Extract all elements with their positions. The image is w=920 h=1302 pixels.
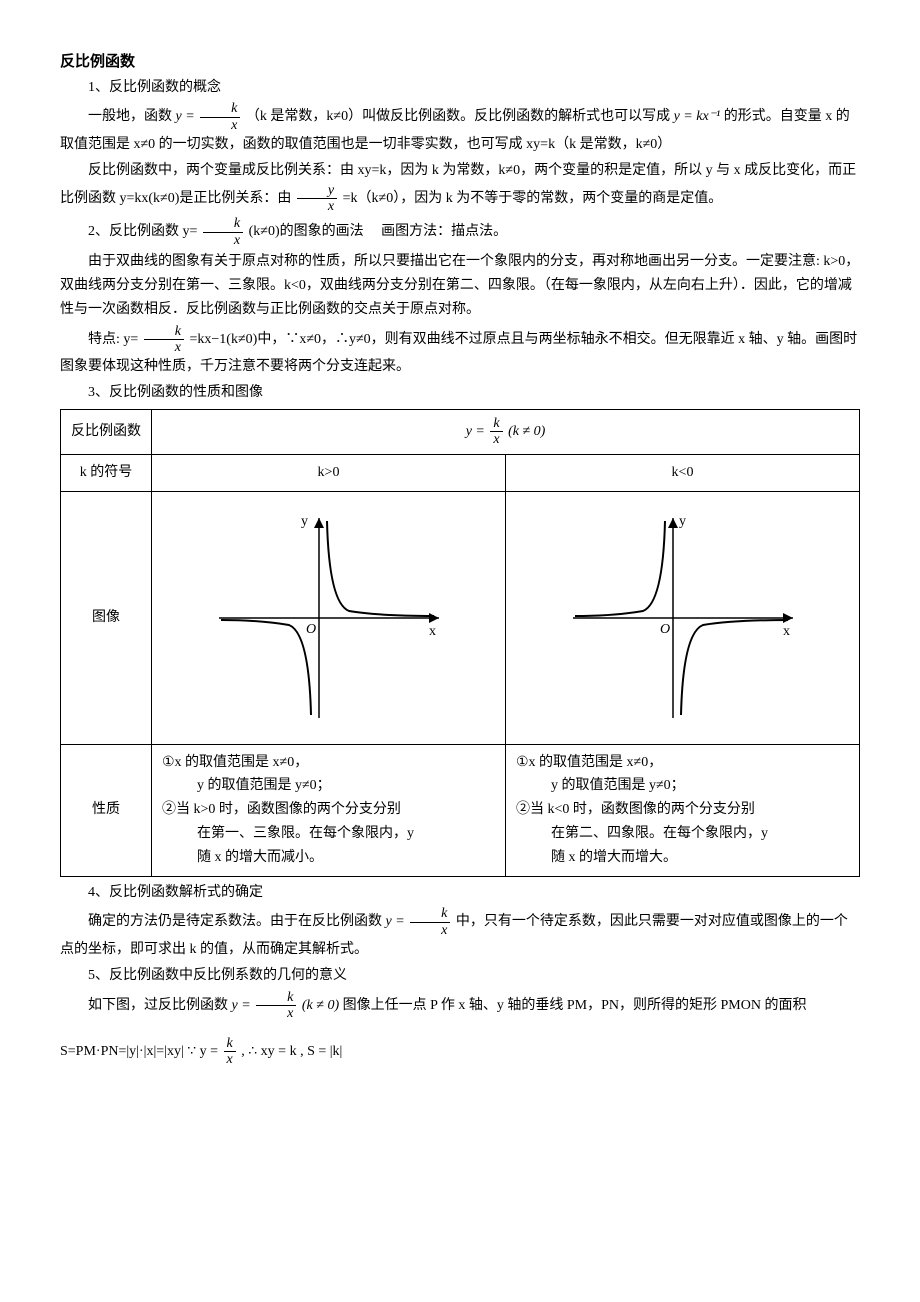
cell-kneg: k<0 <box>506 454 860 491</box>
s1-p1b: （k 是常数，k≠0）叫做反比例函数。反比例函数的解析式也可以写成 <box>246 109 674 124</box>
fraction-k-over-x: kx <box>224 1036 236 1068</box>
math-y-eq: y = <box>466 424 485 439</box>
s1-p1a: 一般地，函数 <box>88 109 176 124</box>
table-row-sign: k 的符号 k>0 k<0 <box>61 454 860 491</box>
math-y-eq: y = <box>232 998 251 1013</box>
frac-den: x <box>297 199 337 214</box>
s4-p1a: 确定的方法仍是待定系数法。由于在反比例函数 <box>88 914 386 929</box>
section-5-p2: S=PM·PN=|y|·|x|=|xy| ∵ y = kx , ∴ xy = k… <box>60 1036 860 1068</box>
svg-text:O: O <box>306 622 316 637</box>
frac-den: x <box>410 923 450 938</box>
svg-text:x: x <box>429 624 436 639</box>
prop-pos-l5: 随 x 的增大而减小。 <box>162 846 495 870</box>
section-4-p1: 确定的方法仍是待定系数法。由于在反比例函数 y = kx 中，只有一个待定系数，… <box>60 906 860 962</box>
fraction-y-over-x: yx <box>297 183 337 215</box>
frac-den: x <box>203 233 243 248</box>
fraction-k-over-x: kx <box>256 990 296 1022</box>
s5-p2b: , ∴ xy = k , S = |k| <box>241 1044 342 1059</box>
fraction-k-over-x: kx <box>410 906 450 938</box>
prop-neg-l2: y 的取值范围是 y≠0； <box>516 774 849 798</box>
prop-neg-l4: 在第二、四象限。在每个象限内，y <box>516 822 849 846</box>
section-2-p1: 由于双曲线的图象有关于原点对称的性质，所以只要描出它在一个象限内的分支，再对称地… <box>60 250 860 321</box>
section-4-heading: 4、反比例函数解析式的确定 <box>60 881 860 905</box>
svg-text:O: O <box>660 622 670 637</box>
svg-text:y: y <box>301 514 308 529</box>
math-y-eq: y = <box>176 109 195 124</box>
frac-num: y <box>297 183 337 199</box>
rowlabel-prop: 性质 <box>61 744 152 876</box>
math-kne0: (k ≠ 0) <box>302 998 339 1013</box>
hyperbola-neg-icon: y x O <box>553 503 813 733</box>
frac-num: k <box>144 324 184 340</box>
section-2-p2: 特点: y= kx =kx−1(k≠0)中，∵x≠0，∴y≠0，则有双曲线不过原… <box>60 324 860 380</box>
cell-prop-neg: ①x 的取值范围是 x≠0， y 的取值范围是 y≠0； ②当 k<0 时，函数… <box>506 744 860 876</box>
cell-prop-pos: ①x 的取值范围是 x≠0， y 的取值范围是 y≠0； ②当 k>0 时，函数… <box>152 744 506 876</box>
section-1-p1: 一般地，函数 y = kx （k 是常数，k≠0）叫做反比例函数。反比例函数的解… <box>60 101 860 157</box>
svg-text:x: x <box>783 624 790 639</box>
s1-p2b: =k（k≠0），因为 k 为不等于零的常数，两个变量的商是定值。 <box>343 191 723 206</box>
math-kne0: (k ≠ 0) <box>508 424 545 439</box>
svg-text:y: y <box>679 514 686 529</box>
hyperbola-pos-icon: y x O <box>199 503 459 733</box>
cell-graph-pos: y x O <box>152 491 506 744</box>
rowlabel-graph: 图像 <box>61 491 152 744</box>
s2-hb: (k≠0)的图象的画法 <box>249 225 364 240</box>
frac-den: x <box>224 1052 236 1067</box>
section-5-heading: 5、反比例函数中反比例系数的几何的意义 <box>60 964 860 988</box>
s2-p2a: 特点: y= <box>88 332 138 347</box>
prop-neg-l1: ①x 的取值范围是 x≠0， <box>516 751 849 775</box>
frac-num: k <box>490 416 502 432</box>
frac-num: k <box>200 101 240 117</box>
table-row-prop: 性质 ①x 的取值范围是 x≠0， y 的取值范围是 y≠0； ②当 k>0 时… <box>61 744 860 876</box>
section-1-p2: 反比例函数中，两个变量成反比例关系：由 xy=k，因为 k 为常数，k≠0，两个… <box>60 159 860 215</box>
section-2-heading: 2、反比例函数 y= kx (k≠0)的图象的画法 画图方法：描点法。 <box>60 216 860 248</box>
frac-den: x <box>490 432 502 447</box>
rowlabel-sign: k 的符号 <box>61 454 152 491</box>
fraction-k-over-x: kx <box>144 324 184 356</box>
frac-num: k <box>256 990 296 1006</box>
frac-num: k <box>224 1036 236 1052</box>
section-1-heading: 1、反比例函数的概念 <box>60 76 860 100</box>
s2-ha: 2、反比例函数 y= <box>88 225 197 240</box>
s5-p1b: 图像上任一点 P 作 x 轴、y 轴的垂线 PM，PN，则所得的矩形 PMON … <box>343 998 807 1013</box>
prop-pos-l1: ①x 的取值范围是 x≠0， <box>162 751 495 775</box>
frac-den: x <box>200 118 240 133</box>
table-row-function: 反比例函数 y = kx (k ≠ 0) <box>61 410 860 455</box>
frac-den: x <box>144 340 184 355</box>
properties-table: 反比例函数 y = kx (k ≠ 0) k 的符号 k>0 k<0 图像 y … <box>60 409 860 877</box>
math-y-eq: y = <box>386 914 405 929</box>
s5-p2: S=PM·PN=|y|·|x|=|xy| ∵ y = <box>60 1044 222 1059</box>
frac-den: x <box>256 1006 296 1021</box>
table-row-graph: 图像 y x O y x O <box>61 491 860 744</box>
rowlabel-func: 反比例函数 <box>61 410 152 455</box>
section-3-heading: 3、反比例函数的性质和图像 <box>60 381 860 405</box>
cell-graph-neg: y x O <box>506 491 860 744</box>
page-title: 反比例函数 <box>60 50 860 76</box>
frac-num: k <box>410 906 450 922</box>
prop-pos-l3: ②当 k>0 时，函数图像的两个分支分别 <box>162 798 495 822</box>
prop-neg-l3: ②当 k<0 时，函数图像的两个分支分别 <box>516 798 849 822</box>
fraction-k-over-x: kx <box>203 216 243 248</box>
fraction-k-over-x: kx <box>200 101 240 133</box>
frac-num: k <box>203 216 243 232</box>
fraction-k-over-x: kx <box>490 416 502 448</box>
s5-p1a: 如下图，过反比例函数 <box>88 998 232 1013</box>
prop-pos-l4: 在第一、三象限。在每个象限内，y <box>162 822 495 846</box>
s2-hc: 画图方法：描点法。 <box>381 225 507 240</box>
section-5-p1: 如下图，过反比例函数 y = kx (k ≠ 0) 图像上任一点 P 作 x 轴… <box>60 990 860 1022</box>
cell-formula: y = kx (k ≠ 0) <box>152 410 860 455</box>
math-ykx1: y = kx⁻¹ <box>674 109 721 124</box>
prop-neg-l5: 随 x 的增大而增大。 <box>516 846 849 870</box>
cell-kpos: k>0 <box>152 454 506 491</box>
prop-pos-l2: y 的取值范围是 y≠0； <box>162 774 495 798</box>
